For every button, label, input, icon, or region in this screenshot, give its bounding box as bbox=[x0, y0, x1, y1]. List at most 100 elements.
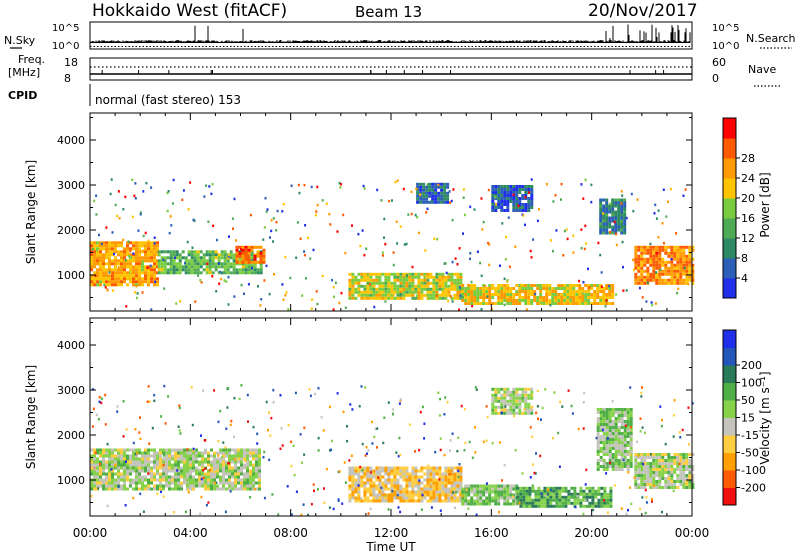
heat-cell bbox=[96, 253, 99, 257]
heat-cell bbox=[90, 265, 93, 269]
heat-cell bbox=[673, 251, 677, 255]
heat-cell bbox=[220, 271, 224, 275]
heat-cell bbox=[402, 496, 406, 500]
noise-speck bbox=[148, 266, 150, 270]
heat-cell bbox=[640, 468, 644, 471]
heat-cell bbox=[453, 499, 457, 503]
heat-cell bbox=[658, 462, 662, 465]
heat-cell bbox=[464, 490, 468, 494]
heat-cell bbox=[159, 478, 162, 482]
heat-cell bbox=[506, 499, 510, 503]
noise-speck bbox=[397, 506, 400, 509]
heat-cell bbox=[159, 481, 162, 485]
noise-speck bbox=[609, 202, 612, 206]
heat-cell bbox=[244, 245, 248, 249]
heat-cell bbox=[190, 253, 194, 257]
noise-speck bbox=[633, 268, 635, 272]
heat-cell bbox=[135, 448, 138, 452]
heat-cell bbox=[476, 302, 480, 305]
heat-cell bbox=[476, 296, 480, 299]
heat-cell bbox=[440, 185, 444, 189]
heat-cell bbox=[596, 417, 600, 420]
heat-cell bbox=[205, 259, 209, 263]
heat-cell bbox=[138, 262, 141, 266]
heat-cell bbox=[623, 438, 627, 441]
heat-cell bbox=[649, 260, 653, 264]
heat-cell bbox=[126, 262, 129, 266]
heat-cell bbox=[387, 284, 391, 288]
heat-cell bbox=[378, 296, 382, 300]
heat-cell bbox=[187, 250, 191, 254]
noise-speck bbox=[613, 220, 616, 224]
heat-cell bbox=[111, 463, 114, 467]
heat-cell bbox=[428, 191, 432, 195]
noise-speck bbox=[687, 282, 690, 286]
heat-cell bbox=[414, 466, 418, 470]
heat-cell bbox=[649, 248, 653, 252]
heat-cell bbox=[372, 284, 376, 288]
heat-cell bbox=[652, 477, 656, 480]
noise-speck bbox=[167, 395, 170, 398]
heat-cell bbox=[201, 451, 204, 455]
heat-cell bbox=[153, 271, 156, 275]
heat-cell bbox=[351, 496, 355, 500]
noise-speck bbox=[391, 490, 394, 493]
heat-cell bbox=[522, 495, 526, 499]
heat-cell bbox=[207, 478, 210, 482]
heat-cell bbox=[649, 486, 653, 489]
heat-cell bbox=[497, 499, 501, 503]
heat-cell bbox=[366, 287, 370, 291]
heat-cell bbox=[623, 420, 627, 423]
heat-cell bbox=[220, 262, 224, 266]
heat-cell bbox=[147, 271, 150, 275]
heat-cell bbox=[673, 281, 677, 285]
heat-cell bbox=[608, 459, 612, 462]
heat-cell bbox=[175, 262, 179, 266]
heat-cell bbox=[431, 185, 435, 189]
heat-cell bbox=[522, 486, 526, 490]
heat-cell bbox=[393, 475, 397, 479]
heat-cell bbox=[441, 499, 445, 503]
heat-cell bbox=[156, 241, 159, 245]
heat-cell bbox=[180, 469, 183, 473]
heat-cell bbox=[588, 504, 592, 508]
noise-speck bbox=[293, 473, 296, 477]
heat-cell bbox=[165, 454, 168, 458]
heat-cell bbox=[661, 248, 665, 252]
noise-speck bbox=[132, 496, 135, 500]
heat-cell bbox=[117, 280, 120, 284]
heat-cell bbox=[576, 501, 580, 505]
power-heatmap bbox=[90, 178, 695, 312]
heat-cell bbox=[521, 194, 525, 197]
heat-cell bbox=[111, 448, 114, 452]
heat-cell bbox=[494, 399, 498, 403]
heat-cell bbox=[405, 484, 409, 488]
heat-cell bbox=[123, 256, 126, 260]
heat-cell bbox=[138, 256, 141, 260]
heat-cell bbox=[156, 247, 159, 251]
heat-cell bbox=[429, 493, 433, 497]
heat-cell bbox=[372, 290, 376, 294]
heat-cell bbox=[141, 463, 144, 467]
heat-cell bbox=[500, 393, 504, 397]
heat-cell bbox=[213, 466, 216, 470]
heat-cell bbox=[162, 478, 165, 482]
heat-cell bbox=[189, 451, 192, 455]
heat-cell bbox=[357, 487, 361, 491]
noise-speck bbox=[263, 226, 266, 229]
heat-cell bbox=[491, 293, 495, 296]
heat-cell bbox=[491, 302, 495, 305]
heat-cell bbox=[354, 296, 358, 300]
heat-cell bbox=[223, 256, 227, 260]
heat-cell bbox=[408, 496, 412, 500]
heat-cell bbox=[96, 247, 99, 251]
heat-cell bbox=[551, 299, 555, 302]
heat-cell bbox=[497, 197, 501, 200]
heat-cell bbox=[228, 448, 231, 452]
heat-cell bbox=[111, 475, 114, 479]
heat-cell bbox=[600, 498, 604, 502]
heat-cell bbox=[549, 489, 553, 493]
heat-cell bbox=[670, 471, 674, 474]
heat-cell bbox=[521, 206, 525, 209]
heat-cell bbox=[649, 245, 653, 249]
